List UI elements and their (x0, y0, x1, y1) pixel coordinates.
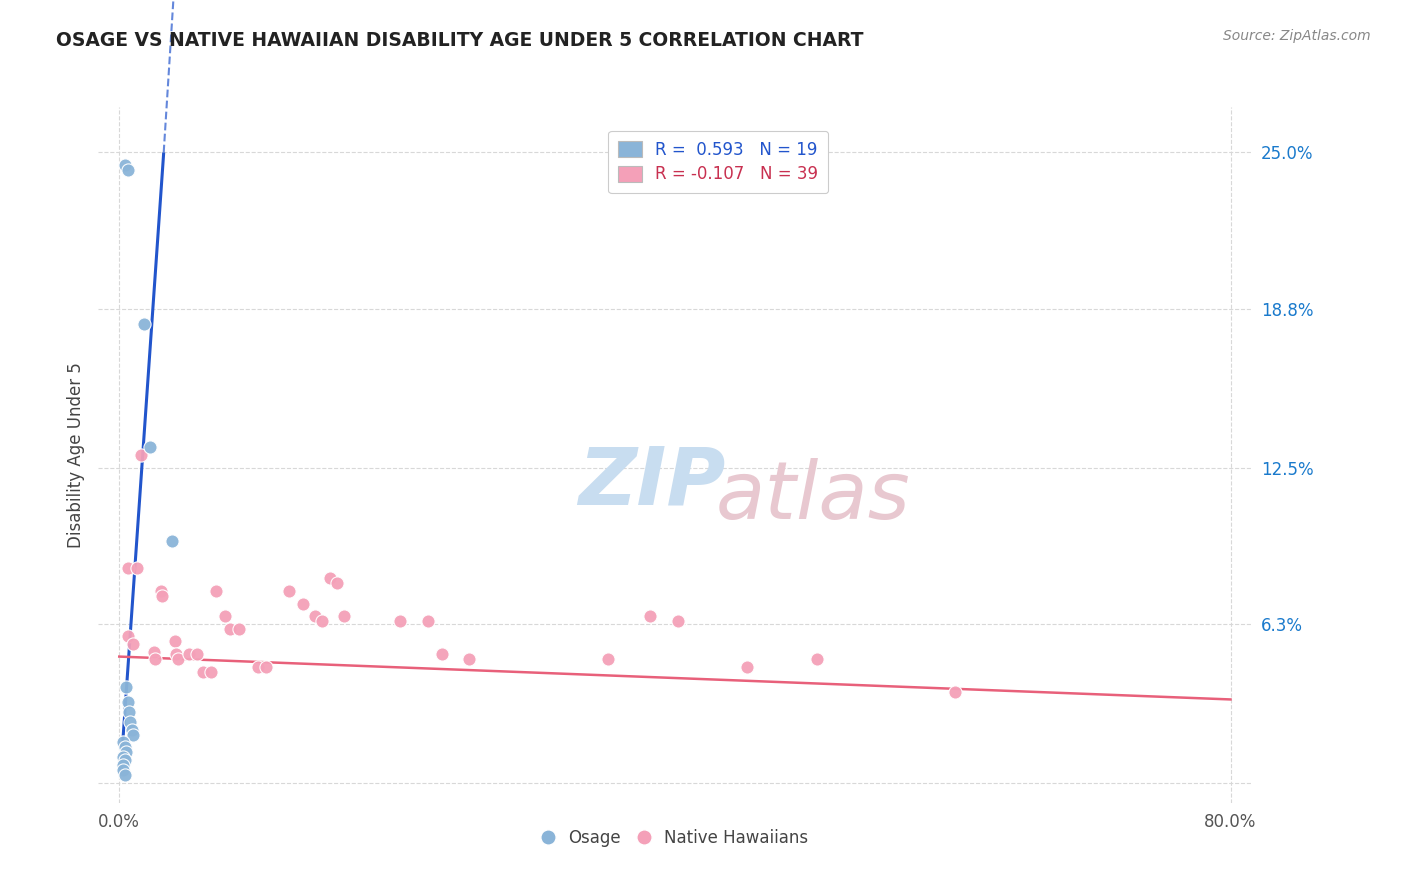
Point (177, 647, 200, 661)
Point (112, 750, 135, 764)
Point (228, 622, 250, 636)
Point (277, 584, 299, 599)
Point (806, 652, 828, 666)
Text: OSAGE VS NATIVE HAWAIIAN DISABILITY AGE UNDER 5 CORRELATION CHART: OSAGE VS NATIVE HAWAIIAN DISABILITY AGE … (56, 31, 863, 50)
Point (112, 735, 135, 749)
Point (191, 665, 214, 679)
Point (143, 644, 166, 658)
Point (458, 652, 481, 666)
Point (131, 448, 153, 462)
Point (735, 659, 758, 673)
Point (219, 622, 242, 636)
Text: Source: ZipAtlas.com: Source: ZipAtlas.com (1223, 29, 1371, 43)
Point (115, 745, 138, 759)
Point (114, 768, 136, 782)
Point (326, 576, 349, 591)
Point (117, 561, 139, 575)
Point (150, 589, 173, 603)
Point (114, 740, 136, 755)
Point (319, 571, 342, 585)
Point (112, 763, 135, 777)
Point (388, 615, 411, 629)
Point (186, 647, 208, 661)
Point (117, 163, 139, 178)
Point (430, 647, 453, 661)
Point (291, 597, 314, 611)
Point (118, 705, 141, 719)
Point (666, 615, 689, 629)
Point (638, 609, 661, 624)
Point (127, 561, 149, 575)
Point (247, 659, 270, 673)
Text: ZIP: ZIP (578, 443, 725, 522)
Point (114, 158, 136, 172)
Point (114, 753, 136, 767)
Point (163, 634, 186, 648)
Point (256, 659, 278, 673)
Point (416, 615, 439, 629)
Point (139, 441, 162, 455)
Point (214, 609, 236, 624)
Point (112, 758, 135, 772)
Text: atlas: atlas (716, 458, 911, 536)
Point (134, 317, 156, 331)
Point (145, 652, 167, 666)
Point (120, 715, 142, 730)
Point (122, 637, 145, 651)
Point (333, 609, 356, 624)
Y-axis label: Disability Age Under 5: Disability Age Under 5 (66, 362, 84, 548)
Point (160, 533, 183, 548)
Point (311, 615, 333, 629)
Point (945, 685, 967, 699)
Point (205, 584, 228, 599)
Point (165, 647, 187, 661)
Point (149, 584, 172, 599)
Point (200, 665, 222, 679)
Point (166, 652, 188, 666)
Point (598, 652, 620, 666)
Point (304, 609, 326, 624)
Point (121, 723, 143, 737)
Point (115, 680, 138, 694)
Point (117, 695, 139, 709)
Point (122, 728, 145, 742)
Legend: Osage, Native Hawaiians: Osage, Native Hawaiians (534, 822, 815, 854)
Point (117, 629, 139, 643)
